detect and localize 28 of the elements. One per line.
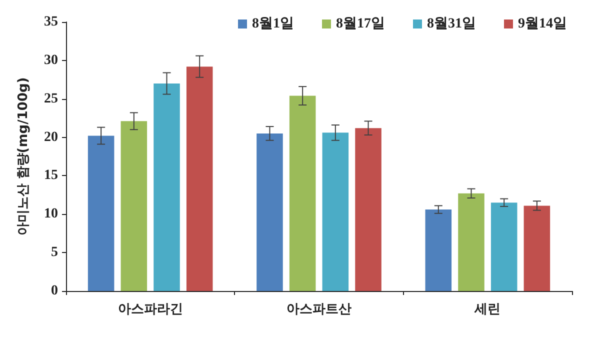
bar [256, 133, 283, 291]
x-tick-label: 세린 [474, 302, 501, 317]
bar [355, 128, 382, 291]
bar [490, 202, 518, 291]
legend-label: 8월1일 [252, 16, 294, 32]
bar [322, 132, 349, 291]
bar [120, 121, 148, 291]
x-tick-label: 아스파트산 [286, 302, 352, 317]
bar [458, 193, 484, 291]
bar [186, 66, 213, 291]
y-tick-label: 0 [51, 284, 58, 298]
bar [524, 206, 550, 291]
bar [88, 136, 114, 291]
y-tick-label: 20 [44, 130, 58, 145]
legend-label: 9월14일 [518, 16, 567, 32]
bar [425, 210, 452, 291]
y-tick-label: 5 [51, 245, 58, 260]
y-tick-label: 35 [44, 14, 58, 30]
legend-label: 8월31일 [427, 16, 476, 32]
y-tick-label: 10 [44, 206, 58, 222]
y-tick-label: 15 [44, 168, 58, 184]
x-tick-label: 아스파라긴 [118, 302, 183, 317]
bar [154, 83, 180, 291]
y-tick-label: 25 [44, 91, 58, 106]
legend-label: 8월17일 [336, 16, 385, 32]
y-axis-title: 아미노산 함량(mg/100g) [16, 77, 31, 236]
y-tick-label: 30 [44, 52, 58, 68]
bar [289, 96, 316, 291]
